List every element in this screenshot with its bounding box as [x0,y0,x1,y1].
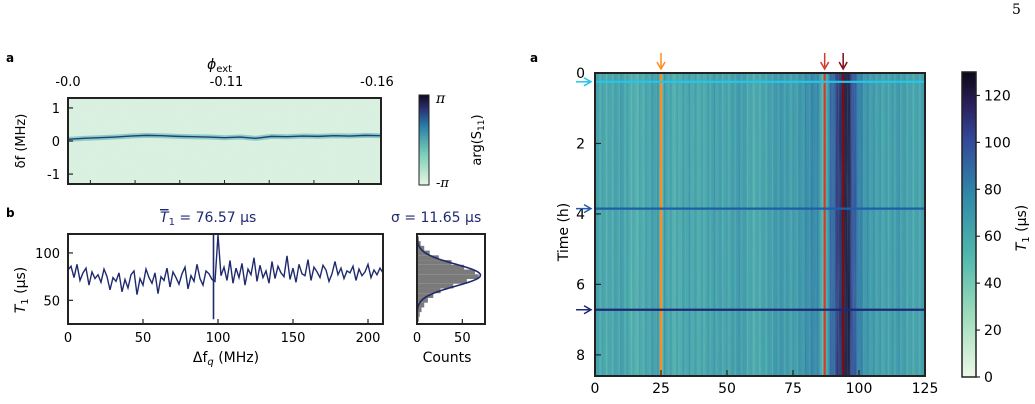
phase-colorbar-top: π [435,91,446,107]
cbar-tick-label: 120 [984,88,1011,104]
hist-x-tick-label: 50 [454,331,471,346]
time-map-body [595,73,925,376]
time-y-tick-label: 4 [576,207,585,223]
t1-x-tick-label: 0 [64,331,72,346]
histogram-bar [417,307,422,313]
histogram-frame [416,233,486,325]
histogram-bar [417,250,430,256]
time-x-tick-label: 125 [912,381,939,397]
t1-axes: 0 50 100 150 200 50 100 [35,247,380,346]
right-arrow-head [583,77,593,87]
time-y-tick-label: 0 [576,66,585,82]
down-arrow-head [838,61,848,71]
time-map-arrows [576,53,848,315]
phase-map-noise [68,98,381,184]
phase-trace [68,132,381,142]
mean-t1-title: T1 = 76.57 µs [160,210,256,228]
page-number: 5 [1012,2,1021,18]
time-y-tick-label: 2 [576,136,585,152]
time-y-tick-label: 6 [576,277,585,293]
time-map-markers [595,73,925,376]
top-tick-label: -0.16 [360,75,394,90]
top-tick-label: -0.0 [55,75,80,90]
histogram-bar [417,293,434,298]
time-x-tick-label: 0 [591,381,600,397]
cbar-tick-label: 0 [984,370,993,386]
panel-phase-map: a ϕext -0.0 -0.11 -0.16 1 0 -1 δf (MHz) π -π… [6,51,487,191]
t1-colorbar-ticks: 0 20 40 60 80 100 120 [976,88,1011,386]
phase-y-tick-label: 1 [52,102,60,117]
histogram-axes: 0 50 [413,319,471,346]
phase-y-axis: 1 0 -1 [47,102,360,184]
time-x-tick-label: 25 [652,381,670,397]
t1-y-tick-label: 100 [35,247,60,262]
phase-y-tick-label: 0 [52,135,60,150]
histogram-bar [417,288,441,294]
phase-y-tick-label: -1 [47,168,60,183]
t1-y-tick-label: 50 [43,294,60,309]
top-axis-title: ϕext [207,57,232,75]
time-map-frame [594,72,926,377]
right-arrow-head [583,203,593,214]
cbar-tick-label: 80 [984,182,1002,198]
hist-x-tick-label: 0 [413,331,421,346]
time-x-tick-label: 75 [784,381,802,397]
phase-colorbar [418,94,430,186]
histogram-bar [417,274,479,279]
panel-letter-left-bottom: b [6,206,15,220]
cbar-tick-label: 60 [984,229,1002,245]
cbar-tick-label: 20 [984,323,1002,339]
phi-ext-label: ϕext [207,57,232,75]
histogram-bar [417,255,439,261]
time-map-texture [595,73,925,376]
histogram-bars [417,234,482,324]
panel-t1-detuning: b T1 = 76.57 µs 0 50 100 150 200 50 100 T1 (µs… [6,206,486,368]
phase-colorbar-label: arg(S11) [470,114,487,165]
histogram-bar [417,302,425,308]
histogram-bar [417,269,476,275]
phase-trace-line [68,134,381,141]
t1-colorbar [961,71,977,378]
sigma-title: σ = 11.65 µs [391,210,481,226]
t1-x-tick-label: 100 [206,331,231,346]
time-x-tick-label: 50 [718,381,736,397]
histogram-bar [417,279,467,284]
t1-x-tick-label: 150 [281,331,306,346]
panel-letter-left-top: a [6,51,14,65]
phase-y-label: δf (MHz) [14,114,29,169]
down-arrow-head [820,61,830,71]
panel-letter-right: a [530,51,538,65]
t1-x-label: Δfq (MHz) [193,350,259,368]
histogram-x-label: Counts [423,350,472,366]
cbar-tick-label: 100 [984,135,1011,151]
right-arrow-head [583,305,593,315]
time-y-tick-label: 8 [576,348,585,364]
time-x-tick-label: 100 [846,381,873,397]
t1-x-tick-label: 50 [135,331,152,346]
histogram-bar [417,260,452,265]
histogram-bar [417,312,420,317]
histogram-bar [417,283,454,289]
histogram-bar [417,264,465,270]
phase-colorbar-bottom: -π [436,176,449,191]
time-map-axes: 0 2 4 6 8 0 25 50 75 100 125 [576,66,938,397]
t1-x-tick-label: 200 [356,331,381,346]
time-y-label: Time (h) [556,203,572,263]
cbar-tick-label: 40 [984,276,1002,292]
t1-series-line [68,234,383,295]
t1-line [68,234,383,320]
t1-plot-frame [67,233,384,325]
top-tick-label: -0.11 [210,75,244,90]
down-arrow-head [656,61,666,71]
t1-colorbar-label: T1 (µs) [1014,205,1032,252]
t1-y-label: T1 (µs) [13,267,31,314]
